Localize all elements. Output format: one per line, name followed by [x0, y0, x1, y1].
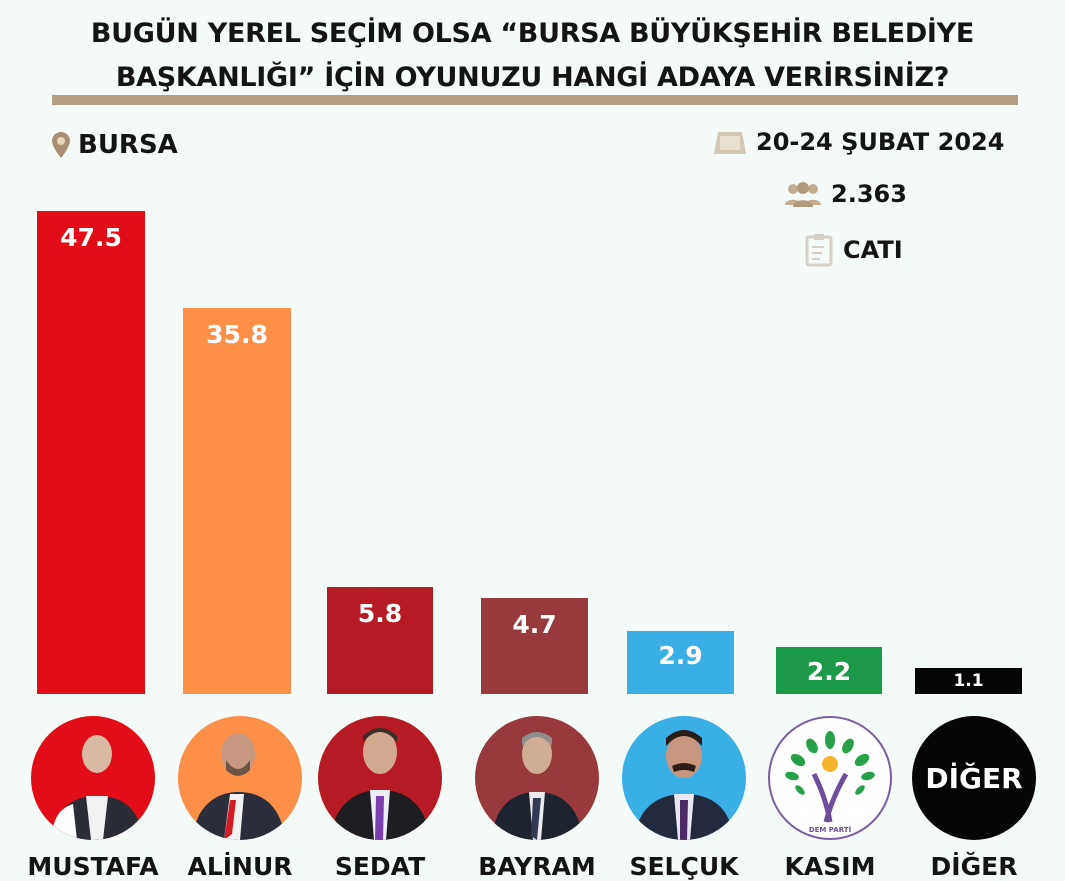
avatar-diger: DİĞER: [912, 716, 1036, 840]
sample-size-label: 2.363: [831, 180, 907, 208]
candidate-name-bayram: BAYRAM: [478, 852, 596, 881]
title-line-2: BAŞKANLIĞI” İÇİN OYUNUZU HANGİ ADAYA VER…: [115, 62, 950, 93]
avatar-bayram: [475, 716, 599, 840]
bar-value-label: 47.5: [60, 223, 122, 252]
candidate-name-selcuk: SELÇUK: [629, 852, 739, 881]
bar-value-label: 4.7: [512, 610, 557, 639]
avatar-selcuk: [622, 716, 746, 840]
avatar-mustafa: [31, 716, 155, 840]
clipboard-icon: [805, 234, 833, 267]
bar-alinur: 35.8: [183, 308, 291, 694]
candidate-portrait-icon: [330, 728, 430, 840]
avatar-sedat: [318, 716, 442, 840]
candidate-portrait-icon: [634, 730, 734, 840]
candidate-name-sedat: SEDAT: [334, 852, 426, 881]
avatar-kasim: DEM PARTİ: [768, 716, 892, 840]
candidate-portrait-icon: [51, 735, 143, 840]
candidate-portrait-icon: [192, 733, 286, 840]
calendar-icon: [714, 132, 746, 154]
candidate-name-mustafa: MUSTAFA: [27, 852, 159, 881]
map-pin-icon: [52, 132, 70, 158]
candidate-name-diger: DİĞER: [930, 852, 1018, 881]
title-line-1: BUGÜN YEREL SEÇİM OLSA “BURSA BÜYÜKŞEHİR…: [90, 18, 975, 49]
chart-title: BUGÜN YEREL SEÇİM OLSA “BURSA BÜYÜKŞEHİR…: [0, 12, 1065, 100]
sample-size: 2.363: [783, 180, 907, 208]
avatar-alinur: [178, 716, 302, 840]
bar-sedat: 5.8: [327, 587, 433, 694]
title-divider: [52, 95, 1018, 105]
bar-value-label: 5.8: [357, 599, 403, 628]
candidate-portrait-icon: [491, 732, 583, 840]
pollster-label: CATI: [843, 236, 903, 264]
candidate-name-alinur: ALİNUR: [187, 852, 293, 881]
bar-kasim: 2.2: [776, 647, 882, 694]
bar-value-label: 2.2: [806, 657, 852, 686]
bar-value-label: 35.8: [206, 320, 268, 349]
pollster: CATI: [805, 233, 903, 267]
dem-party-logo-icon: DEM PARTİ: [785, 731, 875, 834]
bar-mustafa: 47.5: [37, 211, 145, 694]
bar-selcuk: 2.9: [627, 631, 734, 694]
poll-date: 20-24 ŞUBAT 2024: [712, 128, 1004, 156]
bar-diger: 1.1: [915, 668, 1022, 694]
people-icon: [785, 182, 821, 207]
bar-bayram: 4.7: [481, 598, 588, 694]
candidate-name-kasim: KASIM: [784, 852, 876, 881]
bar-value-label: 1.1: [953, 671, 984, 691]
avatar-diger-text: DİĞER: [925, 761, 1023, 795]
bar-value-label: 2.9: [658, 641, 703, 670]
location-label: BURSA: [78, 130, 178, 160]
svg-text:DEM PARTİ: DEM PARTİ: [809, 825, 851, 834]
date-label: 20-24 ŞUBAT 2024: [756, 128, 1005, 156]
location: BURSA: [52, 130, 178, 160]
